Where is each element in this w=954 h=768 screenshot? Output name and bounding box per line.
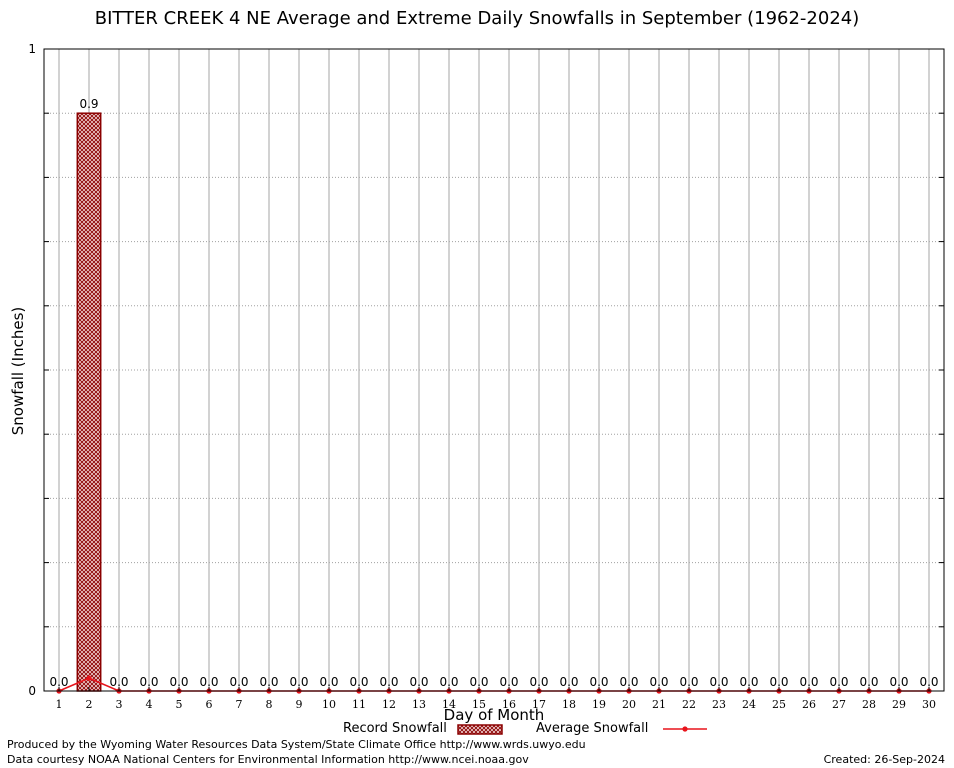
data-label-day-3: 0.0: [109, 675, 128, 689]
x-tick-label-30: 30: [922, 698, 936, 711]
data-label-day-11: 0.0: [349, 675, 368, 689]
y-tick-label: 0: [28, 684, 36, 698]
data-label-day-22: 0.0: [679, 675, 698, 689]
x-tick-label-2: 2: [86, 698, 93, 711]
x-tick-label-7: 7: [236, 698, 243, 711]
x-tick-label-29: 29: [892, 698, 906, 711]
x-tick-label-22: 22: [682, 698, 696, 711]
data-label-day-1: 0.0: [49, 675, 68, 689]
data-label-day-29: 0.0: [889, 675, 908, 689]
data-label-day-24: 0.0: [739, 675, 758, 689]
x-tick-label-24: 24: [742, 698, 756, 711]
x-tick-label-5: 5: [176, 698, 183, 711]
x-tick-label-8: 8: [266, 698, 273, 711]
data-label-day-4: 0.0: [139, 675, 158, 689]
x-tick-label-11: 11: [352, 698, 366, 711]
data-label-day-7: 0.0: [229, 675, 248, 689]
data-label-day-5: 0.0: [169, 675, 188, 689]
data-label-day-15: 0.0: [469, 675, 488, 689]
record-bar-day-2: [76, 112, 102, 692]
x-tick-label-27: 27: [832, 698, 846, 711]
average-point-day-2: [86, 675, 92, 681]
data-label-day-21: 0.0: [649, 675, 668, 689]
footer-created: Created: 26-Sep-2024: [823, 753, 945, 766]
x-tick-label-1: 1: [56, 698, 63, 711]
legend-record-swatch: [457, 724, 503, 735]
data-label-day-10: 0.0: [319, 675, 338, 689]
data-label-day-25: 0.0: [769, 675, 788, 689]
y-tick-label: 1: [28, 42, 36, 56]
legend-average-label: Average Snowfall: [536, 721, 649, 736]
x-tick-label-20: 20: [622, 698, 636, 711]
data-label-day-20: 0.0: [619, 675, 638, 689]
y-axis-label: Snowfall (Inches): [9, 306, 27, 436]
x-tick-label-17: 17: [532, 698, 546, 711]
x-tick-label-13: 13: [412, 698, 426, 711]
data-label-day-28: 0.0: [859, 675, 878, 689]
data-label-day-12: 0.0: [379, 675, 398, 689]
x-tick-label-16: 16: [502, 698, 516, 711]
data-label-day-23: 0.0: [709, 675, 728, 689]
x-tick-label-19: 19: [592, 698, 606, 711]
data-label-day-13: 0.0: [409, 675, 428, 689]
x-tick-label-6: 6: [206, 698, 213, 711]
footer-produced-by: Produced by the Wyoming Water Resources …: [7, 738, 586, 751]
x-axis-label: Day of Month: [443, 706, 545, 724]
x-tick-label-21: 21: [652, 698, 666, 711]
x-tick-label-9: 9: [296, 698, 303, 711]
legend-average-marker: [682, 726, 688, 732]
legend-record-label: Record Snowfall: [343, 721, 447, 736]
x-tick-label-28: 28: [862, 698, 876, 711]
data-label-day-18: 0.0: [559, 675, 578, 689]
data-label-day-16: 0.0: [499, 675, 518, 689]
x-tick-label-14: 14: [442, 698, 456, 711]
x-tick-label-4: 4: [146, 698, 153, 711]
data-label-day-9: 0.0: [289, 675, 308, 689]
x-tick-label-10: 10: [322, 698, 336, 711]
footer-courtesy: Data courtesy NOAA National Centers for …: [7, 753, 529, 766]
data-label-day-2: 0.9: [79, 97, 98, 111]
data-label-day-17: 0.0: [529, 675, 548, 689]
data-label-day-6: 0.0: [199, 675, 218, 689]
data-label-day-27: 0.0: [829, 675, 848, 689]
data-label-day-30: 0.0: [919, 675, 938, 689]
x-tick-label-3: 3: [116, 698, 123, 711]
x-tick-label-26: 26: [802, 698, 816, 711]
data-label-day-26: 0.0: [799, 675, 818, 689]
chart-title: BITTER CREEK 4 NE Average and Extreme Da…: [94, 8, 860, 29]
data-label-day-19: 0.0: [589, 675, 608, 689]
x-tick-label-12: 12: [382, 698, 396, 711]
x-tick-label-18: 18: [562, 698, 576, 711]
data-label-day-8: 0.0: [259, 675, 278, 689]
x-tick-label-15: 15: [472, 698, 486, 711]
x-tick-label-25: 25: [772, 698, 786, 711]
x-tick-label-23: 23: [712, 698, 726, 711]
data-label-day-14: 0.0: [439, 675, 458, 689]
